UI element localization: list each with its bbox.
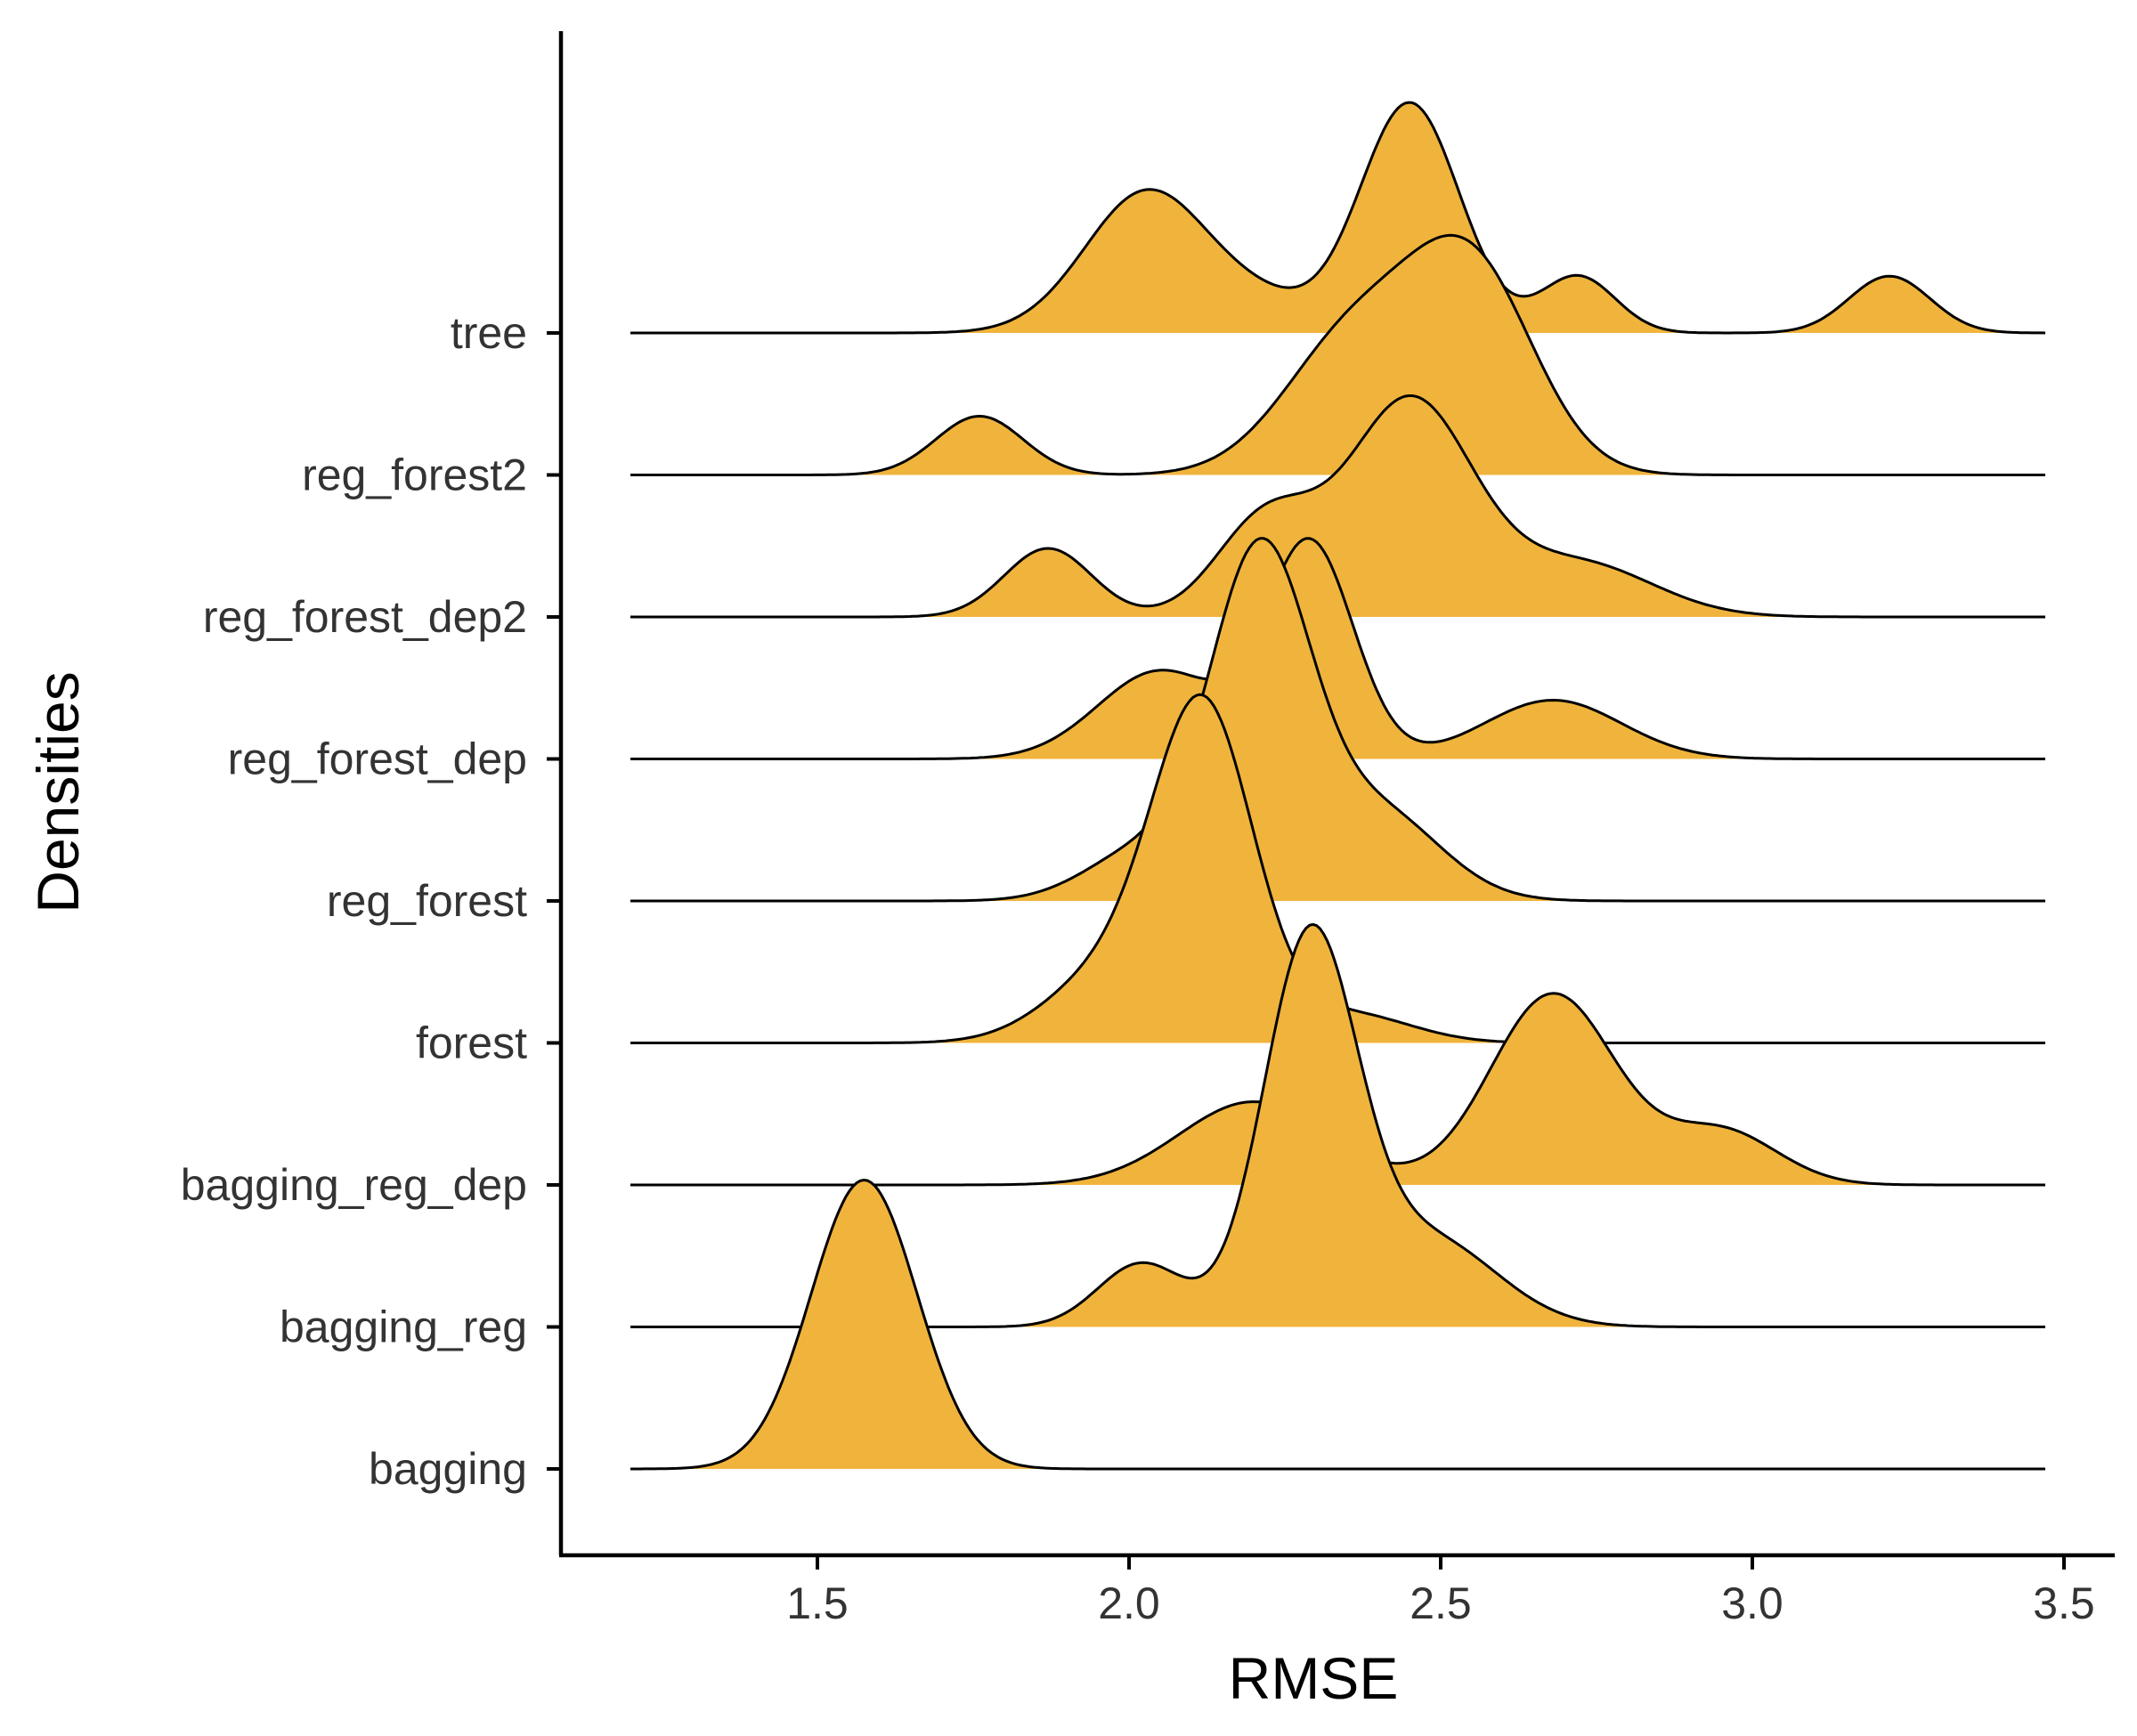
ridge-line-reg_forest2 xyxy=(630,233,2045,476)
y-tick-label-bagging: bagging xyxy=(369,1444,527,1494)
y-tick-label-bagging_reg_dep: bagging_reg_dep xyxy=(181,1160,527,1210)
ridge-line-reg_forest xyxy=(630,537,2045,903)
x-tick-label-3.0: 3.0 xyxy=(1721,1578,1784,1628)
y-tick-label-reg_forest2: reg_forest2 xyxy=(302,450,527,500)
ridge-fill-bagging_reg xyxy=(630,924,2045,1327)
y-tick-label-reg_forest: reg_forest xyxy=(327,876,527,926)
ridge-reg_forest2 xyxy=(630,233,2045,476)
ridge-reg_forest xyxy=(630,537,2045,903)
ridge-fill-reg_forest_dep xyxy=(630,538,2045,759)
ridge-fill-reg_forest_dep2 xyxy=(630,395,2045,617)
ridge-fill-bagging xyxy=(630,1180,2045,1469)
x-tick-label-1.5: 1.5 xyxy=(786,1578,849,1628)
ridge-fill-reg_forest xyxy=(630,538,2045,901)
y-tick-label-tree: tree xyxy=(451,308,527,358)
y-axis-title: Densities xyxy=(25,671,91,913)
ridge-reg_forest_dep2 xyxy=(630,394,2045,619)
ridge-tree xyxy=(630,101,2046,335)
x-axis-title: RMSE xyxy=(1229,1645,1399,1711)
ridge-line-reg_forest_dep xyxy=(630,537,2045,760)
y-tick-label-bagging_reg: bagging_reg xyxy=(280,1302,527,1352)
ridge-fill-reg_forest2 xyxy=(630,235,2045,475)
ridge-line-reg_forest_dep2 xyxy=(630,394,2045,619)
ridge-line-tree xyxy=(630,101,2046,335)
y-tick-label-reg_forest_dep: reg_forest_dep xyxy=(228,734,527,784)
ridge-fill-tree xyxy=(630,102,2045,333)
x-tick-label-2.0: 2.0 xyxy=(1098,1578,1160,1628)
y-tick-label-forest: forest xyxy=(416,1018,527,1068)
ridge-bagging xyxy=(630,1178,2045,1471)
ridge-fill-bagging_reg_dep xyxy=(630,993,2045,1185)
x-ticks: 1.5 2.0 2.5 3.0 3.5 xyxy=(786,1555,2095,1628)
y-ticks: bagging bagging_reg bagging_reg_dep forest r… xyxy=(181,308,561,1494)
ridge-line-bagging xyxy=(630,1178,2045,1471)
y-tick-label-reg_forest_dep2: reg_forest_dep2 xyxy=(203,592,527,642)
ridge-reg_forest_dep xyxy=(630,537,2045,760)
ridges xyxy=(630,101,2046,1471)
x-tick-label-3.5: 3.5 xyxy=(2033,1578,2095,1628)
x-tick-label-2.5: 2.5 xyxy=(1410,1578,1472,1628)
